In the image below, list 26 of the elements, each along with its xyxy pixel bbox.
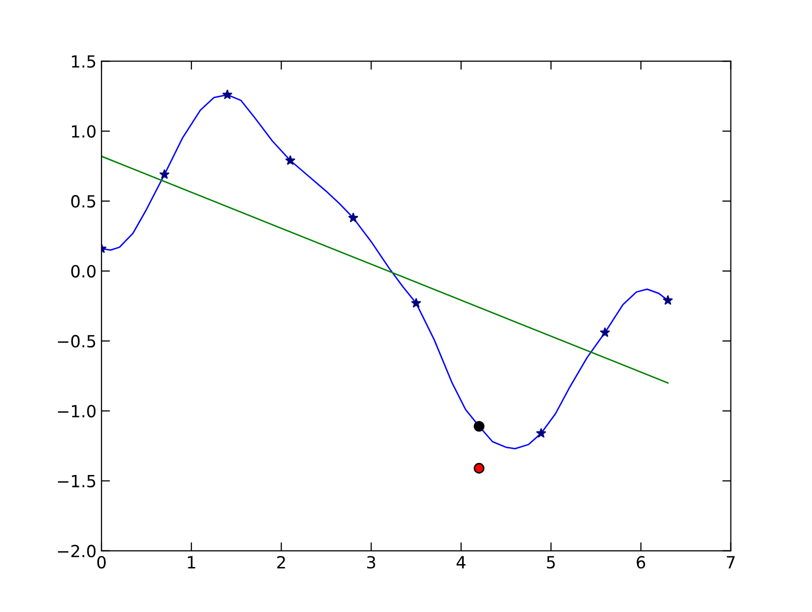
x-tick-label: 6 <box>636 556 646 569</box>
x-tick-label: 4 <box>456 556 466 568</box>
point <box>222 90 232 100</box>
x-tick-label: 0 <box>97 556 106 569</box>
y-tick-label: −2.0 <box>58 544 96 558</box>
point <box>474 420 484 432</box>
point <box>536 428 546 438</box>
point <box>348 212 358 222</box>
y-tick-label: −0.5 <box>58 334 96 348</box>
point <box>285 155 296 165</box>
point <box>474 462 484 474</box>
point <box>662 295 673 305</box>
y-tick-label: −1.5 <box>58 475 96 488</box>
y-tick-label: 1.5 <box>72 55 96 68</box>
x-tick-label: 7 <box>726 556 735 568</box>
y-tick-label: −1.0 <box>58 404 96 418</box>
point <box>160 169 170 179</box>
x-tick-label: 5 <box>546 556 555 569</box>
x-tick-label: 1 <box>188 556 196 568</box>
point <box>600 327 610 337</box>
y-tick-label: 1.0 <box>72 125 96 138</box>
x-tick-label: 2 <box>277 556 285 568</box>
y-tick-label: 0.0 <box>71 264 96 278</box>
point <box>411 298 422 308</box>
y-tick-label: 0.5 <box>71 195 96 208</box>
x-tick-label: 3 <box>367 556 376 569</box>
